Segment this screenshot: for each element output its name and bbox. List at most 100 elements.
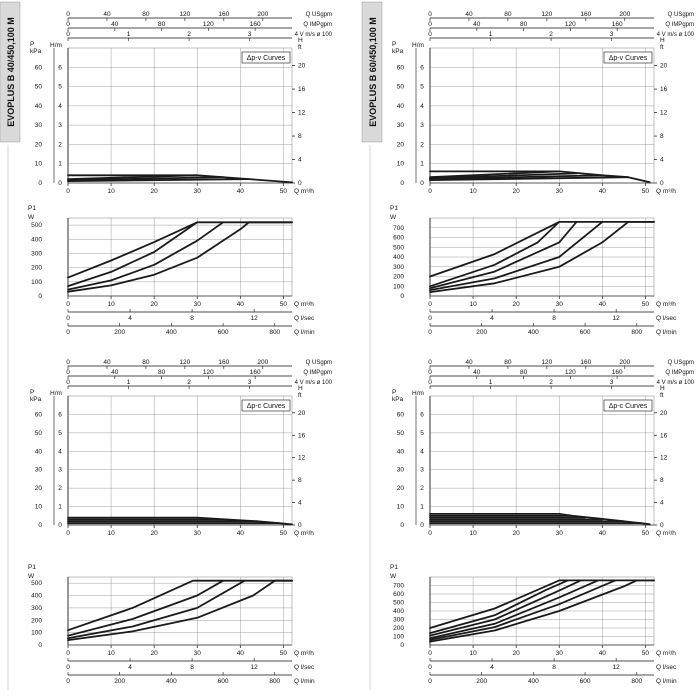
y-axis-label-w: W bbox=[28, 214, 35, 221]
y-tick-label: 600 bbox=[393, 591, 404, 598]
chart-br-power: 0 10 20 30 40 50 Q m³/h0100200300400500600700P… bbox=[390, 564, 677, 685]
x-tick-label: 40 bbox=[599, 188, 607, 195]
x-tick-label: 20 bbox=[151, 188, 159, 195]
y-tick-label: 500 bbox=[31, 222, 42, 229]
bottom-tick-label: 800 bbox=[269, 329, 280, 336]
ft-tick-label: 8 bbox=[298, 133, 302, 140]
top-tick-label: 0 bbox=[66, 31, 70, 38]
bottom-tick-label: 12 bbox=[613, 664, 621, 671]
bottom-tick-label: 8 bbox=[552, 315, 556, 322]
series-line-4 bbox=[67, 174, 293, 184]
top-tick-label: 2 bbox=[549, 31, 553, 38]
bottom-tick-label: 200 bbox=[476, 678, 487, 685]
bottom-tick-label: 4 bbox=[128, 664, 132, 671]
bottom-tick-label: 200 bbox=[476, 329, 487, 336]
h-tick-label: 0 bbox=[420, 522, 424, 529]
chart-br-head: 0 10 20 30 40 50 Q m³/h01020304050600123456PkP… bbox=[392, 359, 695, 537]
top-tick-label: 3 bbox=[248, 379, 252, 386]
top-tick-label: 0 bbox=[428, 379, 432, 386]
y-tick-label: 0 bbox=[38, 293, 42, 300]
bottom-tick-label: 0 bbox=[428, 315, 432, 322]
y-tick-label: 700 bbox=[393, 583, 404, 590]
bottom-tick-label: 600 bbox=[580, 678, 591, 685]
series-line-3 bbox=[429, 172, 578, 180]
ft-tick-label: 12 bbox=[660, 110, 668, 117]
series-line-1 bbox=[67, 221, 293, 293]
bottom-tick-label: 8 bbox=[190, 315, 194, 322]
h-tick-label: 4 bbox=[420, 103, 424, 110]
y-tick-label: 40 bbox=[397, 448, 405, 455]
x-tick-label: 30 bbox=[194, 530, 202, 537]
series-line-3 bbox=[429, 220, 578, 290]
top-tick-label: 2 bbox=[549, 379, 553, 386]
bottom-tick-label: 12 bbox=[613, 315, 621, 322]
y-tick-label: 60 bbox=[35, 411, 43, 418]
top-axis-label: Q USgpm bbox=[668, 12, 694, 18]
bottom-axis-label: Q l/min bbox=[656, 678, 677, 685]
bottom-tick-label: 4 bbox=[490, 315, 494, 322]
top-tick-label: 160 bbox=[612, 21, 623, 28]
left-model-tab bbox=[0, 1, 21, 143]
y-tick-label: 0 bbox=[38, 180, 42, 187]
ft-tick-label: 4 bbox=[298, 157, 302, 164]
h-tick-label: 4 bbox=[58, 448, 62, 455]
x-tick-label: 0 bbox=[428, 530, 432, 537]
ft-tick-label: 20 bbox=[660, 63, 668, 70]
top-tick-label: 0 bbox=[66, 359, 70, 366]
x-tick-label: 0 bbox=[66, 530, 70, 537]
top-tick-label: 80 bbox=[158, 21, 166, 28]
top-tick-label: 40 bbox=[103, 11, 111, 18]
x-tick-label: 20 bbox=[151, 301, 159, 308]
ft-tick-label: 12 bbox=[660, 455, 668, 462]
x-tick-label: 40 bbox=[237, 188, 245, 195]
top-axis-label: Q USgpm bbox=[306, 12, 332, 18]
bottom-tick-label: 800 bbox=[631, 329, 642, 336]
x-tick-label: 10 bbox=[469, 530, 477, 537]
h-tick-label: 2 bbox=[58, 485, 62, 492]
h-tick-label: 1 bbox=[58, 161, 62, 168]
x-tick-label: 30 bbox=[556, 188, 564, 195]
x-axis-label: Q m³/h bbox=[294, 301, 314, 308]
top-tick-label: 0 bbox=[428, 31, 432, 38]
top-tick-label: 160 bbox=[218, 11, 229, 18]
series-line-5 bbox=[429, 579, 569, 634]
bottom-tick-label: 12 bbox=[251, 664, 259, 671]
bottom-tick-label: 4 bbox=[128, 315, 132, 322]
h-tick-label: 0 bbox=[58, 180, 62, 187]
x-axis-label: Q m³/h bbox=[294, 530, 314, 537]
top-tick-label: 1 bbox=[127, 379, 131, 386]
y-tick-label: 400 bbox=[393, 254, 404, 261]
y-tick-label: 50 bbox=[35, 84, 43, 91]
bottom-tick-label: 0 bbox=[66, 315, 70, 322]
y-axis-label-p: P bbox=[392, 41, 396, 48]
y-axis-label-w: W bbox=[390, 214, 397, 221]
ft-axis-label-ft: ft bbox=[298, 392, 302, 399]
bottom-axis-label: Q l/sec bbox=[294, 664, 315, 671]
h-tick-label: 1 bbox=[420, 504, 424, 511]
ft-tick-label: 16 bbox=[660, 432, 668, 439]
series-line-1 bbox=[429, 176, 630, 182]
y-tick-label: 100 bbox=[31, 630, 42, 637]
top-tick-label: 1 bbox=[489, 31, 493, 38]
top-tick-label: 3 bbox=[610, 379, 614, 386]
x-tick-label: 20 bbox=[513, 530, 521, 537]
top-tick-label: 40 bbox=[111, 369, 119, 376]
series-line-2 bbox=[67, 221, 225, 291]
y-tick-label: 30 bbox=[397, 122, 405, 129]
bottom-tick-label: 12 bbox=[251, 315, 259, 322]
y-axis-label-p1: P1 bbox=[390, 205, 398, 212]
x-tick-label: 30 bbox=[556, 301, 564, 308]
y-tick-label: 40 bbox=[35, 103, 43, 110]
h-tick-label: 5 bbox=[420, 84, 424, 91]
x-tick-label: 10 bbox=[469, 301, 477, 308]
top-tick-label: 80 bbox=[520, 21, 528, 28]
y-tick-label: 40 bbox=[35, 448, 43, 455]
x-tick-label: 10 bbox=[469, 188, 477, 195]
h-axis-label: H/m bbox=[412, 42, 424, 49]
x-tick-label: 20 bbox=[151, 530, 159, 537]
plot-frame bbox=[67, 395, 293, 526]
y-axis-label-kpa: kPa bbox=[30, 396, 42, 403]
top-axis-label: Q USgpm bbox=[306, 360, 332, 366]
ft-tick-label: 8 bbox=[660, 133, 664, 140]
x-tick-label: 20 bbox=[513, 650, 521, 657]
